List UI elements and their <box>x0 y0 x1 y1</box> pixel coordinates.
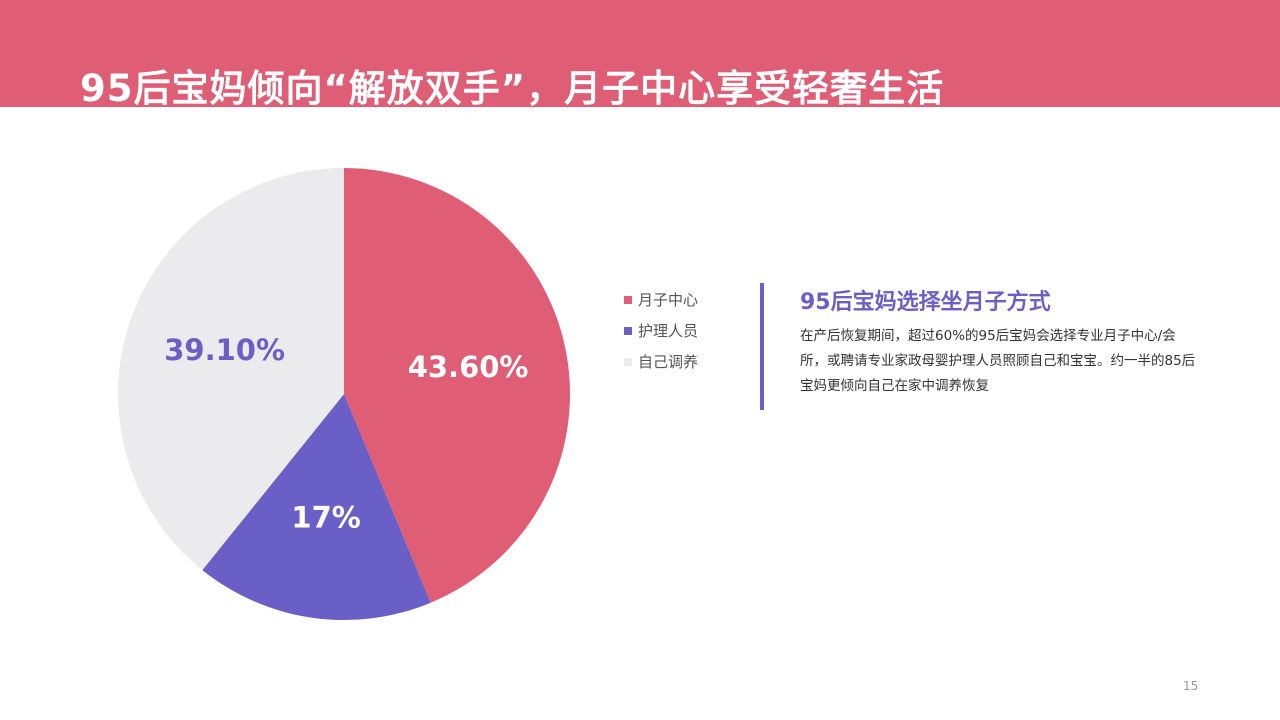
pie-chart: 43.60% 17% 39.10% <box>118 168 570 620</box>
legend-swatch <box>624 357 632 366</box>
side-panel-title: 95后宝妈选择坐月子方式 <box>800 290 1051 315</box>
legend-swatch <box>624 326 632 335</box>
page-number: 15 <box>1183 679 1199 693</box>
legend-label: 月子中心 <box>638 291 699 309</box>
pie-slice-3 <box>118 168 344 571</box>
legend-item-2: 护理人员 <box>624 315 698 346</box>
pie-slice-1 <box>344 168 570 603</box>
side-panel-accent-bar <box>760 283 764 410</box>
legend-label: 护理人员 <box>638 322 699 340</box>
legend-label: 自己调养 <box>638 353 699 371</box>
chart-legend: 月子中心护理人员自己调养 <box>624 284 698 377</box>
pie-slice-2-value-label: 17% <box>291 500 360 534</box>
side-panel-body: 在产后恢复期间，超过60%的95后宝妈会选择专业月子中心/会所，或聘请专业家政母… <box>800 328 1196 394</box>
legend-swatch <box>624 295 632 304</box>
pie-slice-1-value-label: 43.60% <box>408 350 529 384</box>
header-banner <box>0 0 1280 107</box>
pie-slice-2 <box>202 394 431 620</box>
legend-item-1: 月子中心 <box>624 284 698 315</box>
page-title: 95后宝妈倾向“解放双手”，月子中心享受轻奢生活 <box>80 67 945 110</box>
pie-slice-3-value-label: 39.10% <box>164 333 285 367</box>
legend-item-3: 自己调养 <box>624 346 698 377</box>
